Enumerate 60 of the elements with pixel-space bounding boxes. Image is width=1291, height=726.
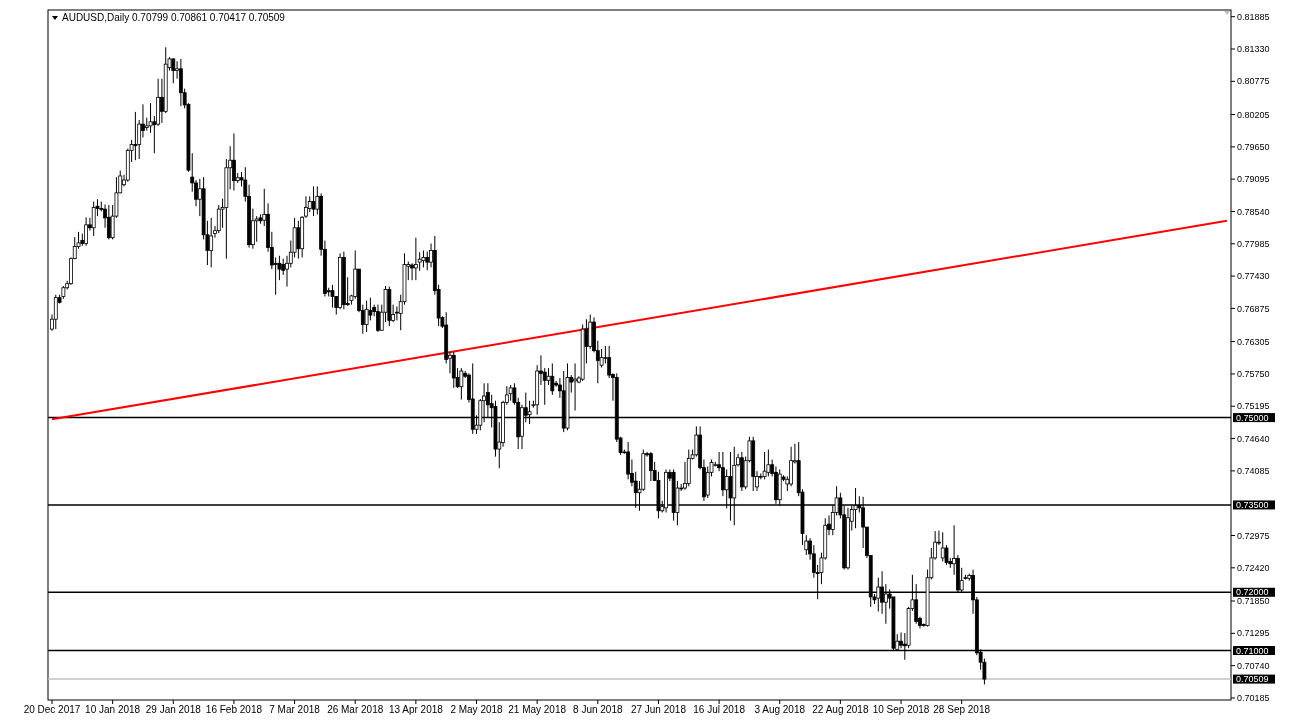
candlestick [178, 58, 183, 107]
y-tick-label: 0.76875 [1237, 303, 1270, 314]
candlestick [413, 237, 418, 281]
candlestick [395, 305, 399, 321]
chart-title: AUDUSD,Daily 0.70799 0.70861 0.70417 0.70509 [62, 12, 286, 23]
x-tick-label: 10 Jan 2018 [85, 704, 141, 715]
y-tick-label: 0.70185 [1237, 693, 1270, 704]
y-tick-label: 0.72975 [1237, 530, 1270, 541]
candlestick [133, 111, 138, 161]
candlestick [573, 362, 577, 412]
ref-line-label: 0.72000 [1236, 587, 1269, 598]
candlestick [376, 304, 380, 333]
x-tick-label: 8 Jun 2018 [573, 704, 623, 715]
ref-line-label: 0.70509 [1236, 674, 1269, 685]
x-tick-label: 21 May 2018 [508, 704, 567, 715]
y-tick-label: 0.81330 [1237, 44, 1270, 55]
x-tick-label: 13 Apr 2018 [388, 704, 444, 715]
y-tick-label: 0.74085 [1237, 466, 1270, 477]
candlestick [789, 446, 794, 487]
candlestick [209, 217, 214, 268]
x-tick-label: 29 Jan 2018 [145, 704, 202, 715]
candlestick [364, 300, 369, 333]
candlestick [940, 531, 945, 562]
y-tick-label: 0.77430 [1237, 271, 1270, 282]
candlestick [451, 351, 456, 389]
x-tick-label: 22 Aug 2018 [812, 704, 869, 715]
x-tick-label: 3 Aug 2018 [754, 704, 806, 715]
candlestick [410, 262, 414, 281]
x-tick-label: 10 Sep 2018 [872, 704, 930, 715]
candlestick [232, 132, 236, 192]
x-tick-label: 16 Feb 2018 [205, 704, 263, 715]
y-tick-label: 0.75195 [1237, 401, 1270, 412]
y-tick-label: 0.70740 [1237, 660, 1270, 671]
y-tick-label: 0.79650 [1237, 141, 1270, 152]
x-tick-label: 2 May 2018 [450, 704, 504, 715]
candlestick [84, 216, 89, 247]
candlestick [91, 201, 96, 237]
y-tick-label: 0.81885 [1237, 11, 1270, 22]
y-tick-label: 0.76305 [1237, 336, 1270, 347]
x-tick-label: 27 Jun 2018 [630, 704, 687, 715]
y-tick-label: 0.75750 [1237, 369, 1270, 380]
y-tick-label: 0.79095 [1237, 174, 1270, 185]
y-tick-label: 0.72420 [1237, 562, 1270, 573]
candlestick [296, 220, 301, 260]
y-tick-label: 0.80775 [1237, 76, 1270, 87]
y-tick-label: 0.71295 [1237, 628, 1270, 639]
y-tick-label: 0.74640 [1237, 433, 1270, 444]
x-tick-label: 7 Mar 2018 [269, 704, 321, 715]
y-tick-label: 0.78540 [1237, 206, 1270, 217]
ref-line-label: 0.73500 [1236, 500, 1269, 511]
y-tick-label: 0.77985 [1237, 238, 1270, 249]
x-tick-label: 20 Dec 2017 [23, 704, 81, 715]
x-tick-label: 28 Sep 2018 [933, 704, 991, 715]
candlestick [425, 251, 430, 271]
ref-line-label: 0.71000 [1236, 645, 1269, 656]
x-tick-label: 16 Jul 2018 [693, 704, 746, 715]
y-tick-label: 0.80205 [1237, 109, 1270, 120]
ref-line-label: 0.75000 [1236, 412, 1269, 423]
y-tick-label: 0.71850 [1237, 596, 1270, 607]
x-tick-label: 26 Mar 2018 [327, 704, 384, 715]
